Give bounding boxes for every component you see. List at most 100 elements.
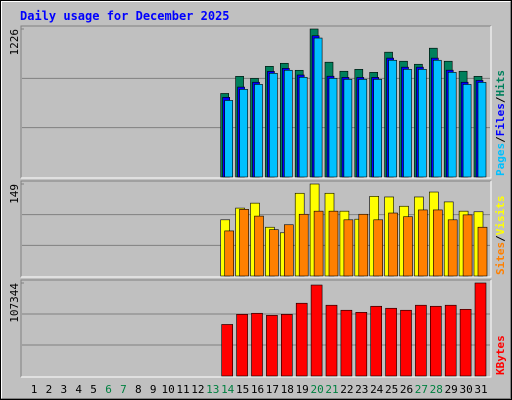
y-tick-label: 1226 bbox=[8, 29, 21, 56]
legend: Pages/Files/Hits bbox=[494, 70, 507, 176]
bar bbox=[325, 304, 338, 377]
bar bbox=[373, 79, 383, 178]
bar bbox=[373, 219, 384, 277]
bar bbox=[358, 213, 369, 277]
legend-entry: Sites bbox=[494, 242, 507, 275]
bar bbox=[415, 304, 427, 377]
bar bbox=[355, 312, 368, 377]
bar bbox=[385, 307, 397, 377]
chart-title: Daily usage for December 2025 bbox=[20, 9, 230, 23]
x-tick-label: 5 bbox=[90, 383, 97, 396]
bar bbox=[388, 59, 397, 178]
x-tick-label: 18 bbox=[281, 383, 294, 396]
x-tick-label: 12 bbox=[191, 383, 204, 396]
bar bbox=[358, 79, 368, 178]
bar bbox=[283, 224, 294, 277]
bar bbox=[447, 72, 457, 178]
x-tick-label: 15 bbox=[236, 383, 249, 396]
bar bbox=[295, 302, 308, 377]
bar bbox=[477, 226, 488, 277]
x-tick-label: 9 bbox=[150, 383, 157, 396]
bar bbox=[224, 100, 233, 178]
bar bbox=[432, 209, 443, 277]
panel-bevel bbox=[21, 181, 492, 278]
legend: KBytes bbox=[494, 335, 507, 375]
bar bbox=[403, 69, 412, 178]
bar bbox=[298, 76, 308, 178]
bar bbox=[418, 69, 427, 178]
x-tick-label: 20 bbox=[310, 383, 323, 396]
panel-bevel bbox=[21, 26, 492, 179]
legend-separator: / bbox=[494, 235, 507, 242]
bar bbox=[239, 209, 249, 277]
bar bbox=[266, 315, 278, 377]
y-tick-label: 107344 bbox=[8, 283, 21, 323]
x-tick-label: 3 bbox=[60, 383, 67, 396]
bar bbox=[370, 305, 383, 377]
x-tick-label: 6 bbox=[105, 383, 112, 396]
legend-entry: Hits bbox=[494, 70, 507, 97]
x-tick-label: 28 bbox=[430, 383, 443, 396]
x-tick-label: 1 bbox=[31, 383, 38, 396]
x-tick-label: 11 bbox=[176, 383, 189, 396]
bar bbox=[224, 230, 234, 277]
bar bbox=[340, 309, 353, 377]
bar bbox=[313, 210, 324, 277]
legend: Sites/Visits bbox=[494, 196, 507, 276]
x-tick-label: 2 bbox=[46, 383, 53, 396]
bar bbox=[298, 213, 309, 277]
x-tick-label: 31 bbox=[474, 383, 487, 396]
y-tick-label: 149 bbox=[8, 184, 21, 204]
legend-separator: / bbox=[494, 136, 507, 143]
bar bbox=[269, 229, 279, 277]
x-tick-label: 16 bbox=[251, 383, 264, 396]
bar bbox=[418, 209, 428, 277]
x-tick-label: 8 bbox=[135, 383, 142, 396]
bar bbox=[444, 304, 457, 377]
panel-bevel bbox=[20, 279, 491, 377]
bar bbox=[313, 37, 323, 178]
bar bbox=[459, 308, 472, 377]
bar bbox=[462, 214, 473, 277]
legend-entry: Visits bbox=[494, 196, 507, 236]
legend-entry: Files bbox=[494, 103, 507, 136]
x-tick-label: 7 bbox=[120, 383, 127, 396]
legend-entry: Pages bbox=[494, 143, 507, 176]
bar bbox=[400, 309, 412, 377]
bar bbox=[328, 210, 339, 277]
bar bbox=[310, 284, 323, 377]
bar bbox=[269, 73, 278, 178]
bar bbox=[236, 314, 248, 377]
x-tick-label: 4 bbox=[75, 383, 82, 396]
bar bbox=[388, 212, 398, 277]
x-tick-label: 13 bbox=[206, 383, 219, 396]
legend-entry: KBytes bbox=[494, 335, 507, 375]
bar bbox=[239, 89, 248, 178]
bar bbox=[280, 314, 293, 377]
bar bbox=[254, 84, 263, 178]
x-tick-label: 27 bbox=[415, 383, 428, 396]
x-tick-label: 19 bbox=[296, 383, 309, 396]
bar bbox=[447, 219, 458, 277]
panel-bevel bbox=[20, 180, 491, 277]
bar bbox=[474, 282, 487, 377]
bar bbox=[328, 78, 338, 178]
x-tick-label: 23 bbox=[355, 383, 368, 396]
bar bbox=[254, 215, 264, 277]
x-tick-label: 14 bbox=[221, 383, 235, 396]
legend-separator: / bbox=[494, 96, 507, 103]
bar bbox=[343, 79, 353, 178]
x-tick-label: 25 bbox=[385, 383, 398, 396]
x-tick-label: 21 bbox=[325, 383, 338, 396]
x-tick-label: 24 bbox=[370, 383, 384, 396]
bar bbox=[462, 84, 472, 178]
panel-bevel bbox=[21, 280, 492, 378]
bar bbox=[283, 69, 293, 178]
x-tick-label: 10 bbox=[161, 383, 174, 396]
x-tick-label: 29 bbox=[445, 383, 458, 396]
bar bbox=[251, 312, 263, 377]
